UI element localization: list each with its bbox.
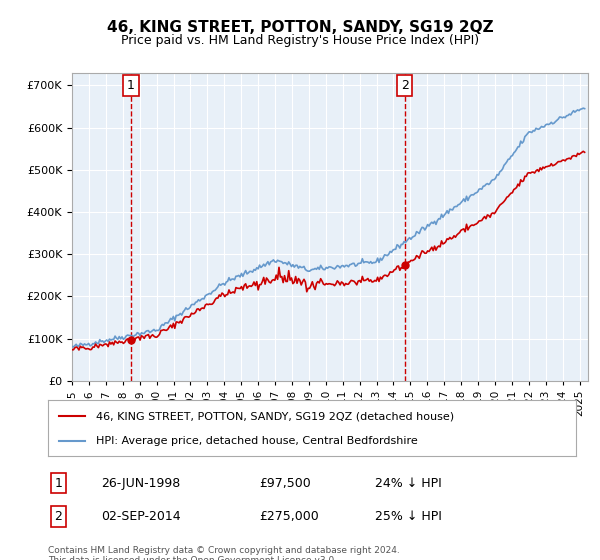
Text: £97,500: £97,500 (259, 477, 311, 489)
Text: 02-SEP-2014: 02-SEP-2014 (101, 510, 181, 523)
Text: 1: 1 (127, 79, 135, 92)
Text: £275,000: £275,000 (259, 510, 319, 523)
Text: 26-JUN-1998: 26-JUN-1998 (101, 477, 180, 489)
Text: 46, KING STREET, POTTON, SANDY, SG19 2QZ (detached house): 46, KING STREET, POTTON, SANDY, SG19 2QZ… (95, 411, 454, 421)
Text: 1: 1 (55, 477, 62, 489)
Text: Price paid vs. HM Land Registry's House Price Index (HPI): Price paid vs. HM Land Registry's House … (121, 34, 479, 46)
Text: 24% ↓ HPI: 24% ↓ HPI (376, 477, 442, 489)
Text: 46, KING STREET, POTTON, SANDY, SG19 2QZ: 46, KING STREET, POTTON, SANDY, SG19 2QZ (107, 20, 493, 35)
Text: 2: 2 (401, 79, 409, 92)
Text: HPI: Average price, detached house, Central Bedfordshire: HPI: Average price, detached house, Cent… (95, 436, 417, 446)
Text: Contains HM Land Registry data © Crown copyright and database right 2024.
This d: Contains HM Land Registry data © Crown c… (48, 546, 400, 560)
Text: 2: 2 (55, 510, 62, 523)
Text: 25% ↓ HPI: 25% ↓ HPI (376, 510, 442, 523)
